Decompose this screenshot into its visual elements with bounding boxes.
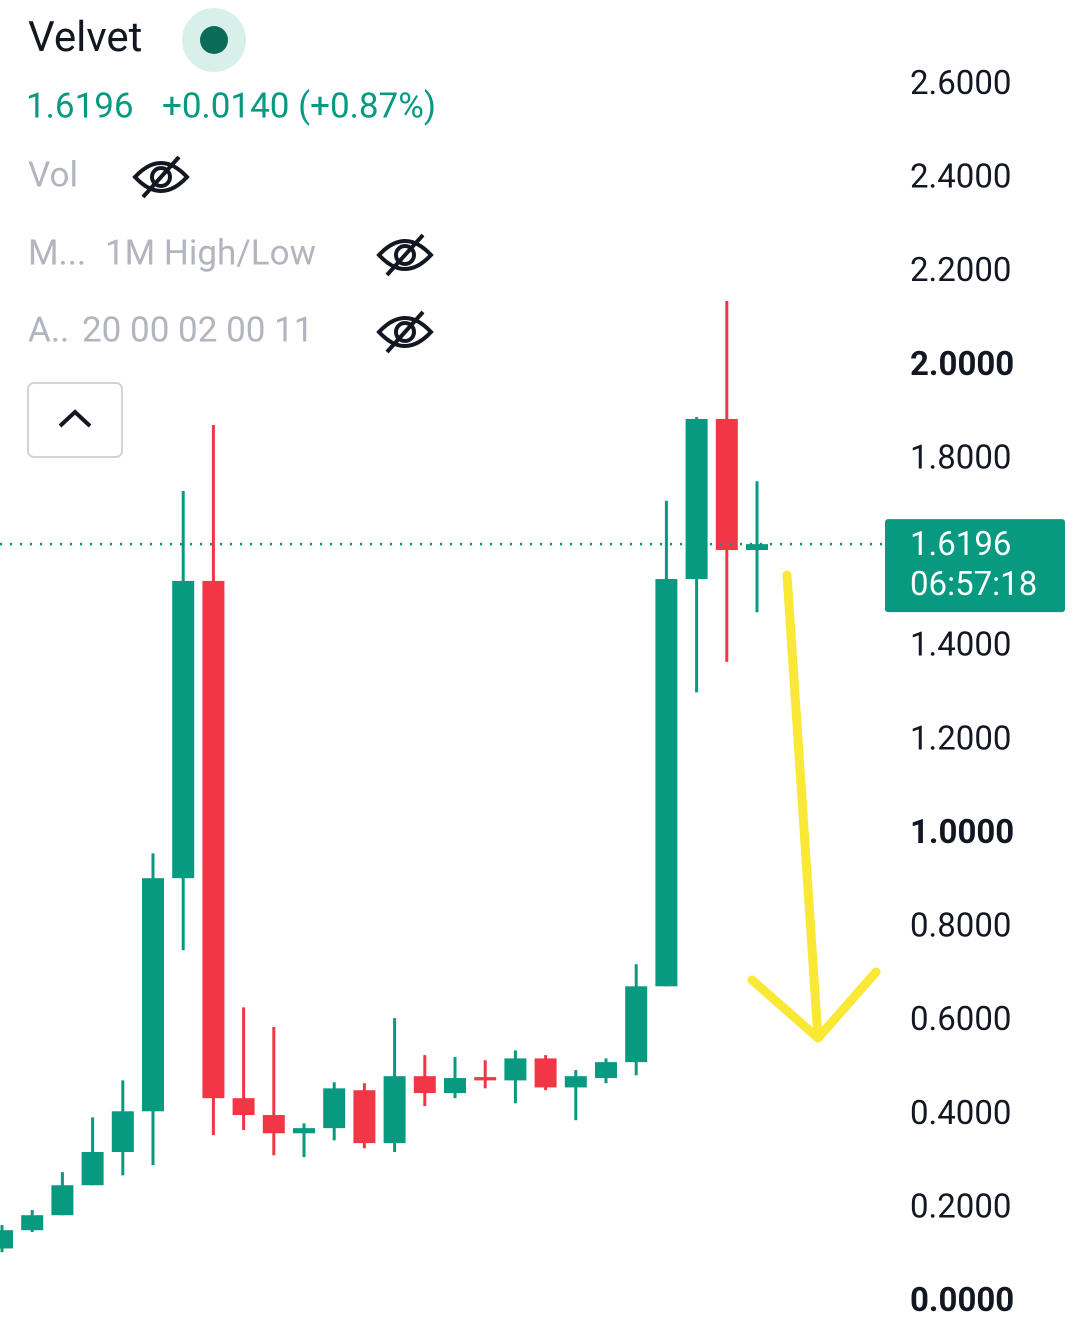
candle-body (293, 1128, 315, 1134)
last-price-label: 1.6196 (910, 525, 1011, 564)
candle-body (21, 1215, 44, 1231)
y-tick-label: 0.2000 (910, 1187, 1011, 1226)
y-tick-label: 1.8000 (910, 438, 1011, 477)
candle-body (142, 878, 164, 1112)
symbol: Velvet (28, 13, 142, 62)
y-tick-label: 2.0000 (910, 345, 1014, 384)
y-tick-label: 0.4000 (910, 1094, 1011, 1133)
candle-body (655, 579, 678, 987)
indicator-values: 20 00 02 00 11 (82, 309, 313, 350)
candle-body (172, 580, 195, 879)
collapse-button[interactable] (27, 382, 123, 458)
y-tick-label: 1.0000 (910, 813, 1014, 852)
indicator-short: M... (28, 232, 86, 273)
candle-body (51, 1185, 74, 1216)
last-price-badge (885, 519, 1065, 613)
indicator-short: A.. (28, 309, 69, 350)
status-dot (200, 26, 228, 54)
last-price: 1.6196 (26, 85, 134, 126)
y-tick-label: 2.6000 (910, 64, 1011, 103)
candle-body (323, 1088, 346, 1129)
candle-body (444, 1078, 466, 1094)
candle-body (685, 418, 708, 580)
candle-body (0, 1230, 13, 1249)
candle-body (81, 1152, 104, 1186)
candle-body (202, 580, 225, 1099)
y-tick-label: 2.4000 (910, 158, 1011, 197)
y-tick-label: 1.4000 (910, 626, 1011, 665)
candle-body (111, 1111, 134, 1153)
candle-body (353, 1090, 376, 1144)
price-change: +0.0140 (+0.87%) (162, 85, 436, 126)
vol-label: Vol (28, 154, 78, 195)
y-tick-label: 0.8000 (910, 907, 1011, 946)
candle-body (504, 1058, 527, 1081)
candle-body (715, 418, 738, 551)
y-tick-label: 2.2000 (910, 251, 1011, 290)
indicator-name: 1M High/Low (105, 232, 316, 273)
candle-body (564, 1076, 587, 1088)
candle-body (262, 1115, 285, 1134)
y-tick-label: 0.0000 (910, 1281, 1014, 1320)
chevron-up (58, 409, 92, 428)
y-tick-label: 1.2000 (910, 719, 1011, 758)
candle-body (595, 1062, 617, 1079)
y-tick-label: 0.6000 (910, 1000, 1011, 1039)
candle-body (746, 544, 768, 551)
candle-body (413, 1076, 436, 1094)
candle-body (232, 1098, 255, 1116)
candle-body (383, 1076, 406, 1144)
countdown: 06:57:18 (910, 565, 1037, 604)
candle-body (534, 1058, 557, 1088)
plot (0, 300, 768, 1253)
eye-icons[interactable] (132, 155, 434, 354)
candle-body (474, 1077, 497, 1081)
arrow-annotation (747, 570, 881, 1043)
candle-body (625, 986, 648, 1063)
